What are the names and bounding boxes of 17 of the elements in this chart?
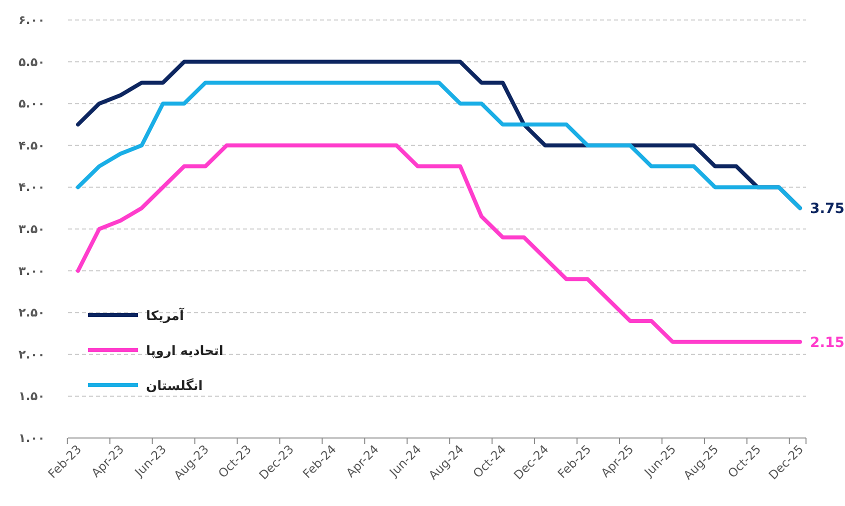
y-tick-label: ۴.۵۰ [18, 138, 45, 152]
y-tick-label: ۲.۰۰ [18, 347, 45, 362]
y-tick-label: ۵.۰۰ [18, 96, 45, 111]
y-tick-label: ۳.۰۰ [18, 264, 45, 278]
legend-label: اتحادیه اروپا [146, 344, 224, 359]
y-tick-label: ۲.۵۰ [18, 306, 45, 320]
data-label: 2.15 [810, 334, 845, 351]
y-tick-label: ۱.۵۰ [18, 389, 45, 404]
y-tick-label: ۶.۰۰ [18, 13, 45, 27]
data-label: 3.75 [810, 201, 845, 218]
y-tick-label: ۴.۰۰ [18, 180, 45, 194]
y-tick-label: ۱.۰۰ [18, 431, 45, 445]
legend-label: انگلستان [146, 378, 203, 394]
line-series [76, 143, 802, 344]
y-tick-label: ۳.۵۰ [18, 222, 45, 236]
y-tick-label: ۵.۵۰ [18, 54, 45, 69]
legend-label: آمریکا [146, 307, 184, 324]
